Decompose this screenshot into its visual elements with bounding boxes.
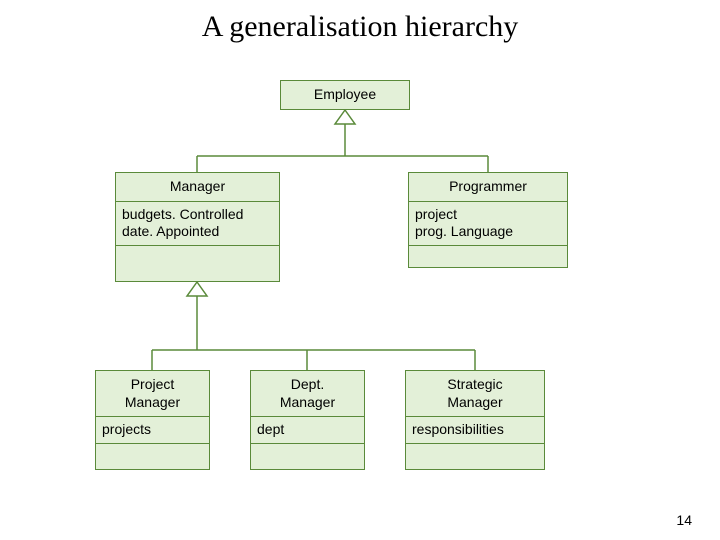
uml-class-project-manager: ProjectManagerprojects bbox=[95, 370, 210, 470]
class-name: Dept.Manager bbox=[251, 371, 364, 416]
class-compartment: projectprog. Language bbox=[409, 201, 567, 245]
class-compartment: responsibilities bbox=[406, 416, 544, 443]
class-compartment bbox=[116, 245, 279, 268]
uml-class-strategic-manager: StrategicManagerresponsibilities bbox=[405, 370, 545, 470]
class-compartment bbox=[96, 443, 209, 466]
class-compartment bbox=[406, 443, 544, 466]
class-compartment: budgets. Controlleddate. Appointed bbox=[116, 201, 279, 245]
class-compartment bbox=[251, 443, 364, 466]
uml-class-programmer: Programmerprojectprog. Language bbox=[408, 172, 568, 268]
slide-title: A generalisation hierarchy bbox=[0, 10, 720, 44]
class-name: StrategicManager bbox=[406, 371, 544, 416]
class-name: Employee bbox=[281, 81, 409, 109]
class-compartment: projects bbox=[96, 416, 209, 443]
class-name: Manager bbox=[116, 173, 279, 201]
class-compartment bbox=[409, 245, 567, 268]
uml-class-manager: Managerbudgets. Controlleddate. Appointe… bbox=[115, 172, 280, 282]
class-name: Programmer bbox=[409, 173, 567, 201]
page-number: 14 bbox=[676, 512, 692, 528]
class-name: ProjectManager bbox=[96, 371, 209, 416]
uml-class-dept-manager: Dept.Managerdept bbox=[250, 370, 365, 470]
class-compartment: dept bbox=[251, 416, 364, 443]
uml-class-employee: Employee bbox=[280, 80, 410, 110]
